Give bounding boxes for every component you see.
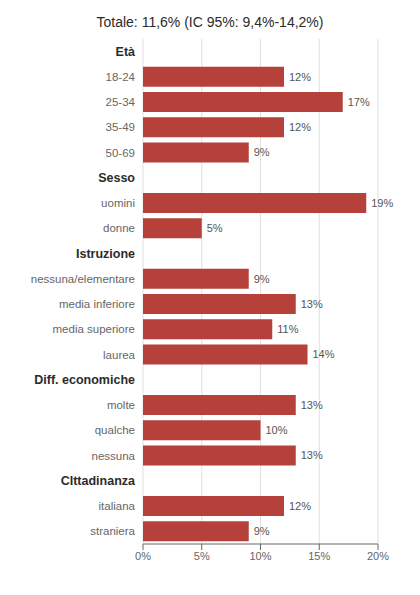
- svg-text:10%: 10%: [266, 424, 288, 436]
- svg-text:35-49: 35-49: [106, 121, 135, 133]
- svg-text:molte: molte: [107, 399, 135, 411]
- svg-text:19%: 19%: [371, 197, 393, 209]
- svg-text:CIttadinanza: CIttadinanza: [61, 474, 136, 488]
- svg-text:15%: 15%: [308, 550, 330, 562]
- svg-text:20%: 20%: [367, 550, 389, 562]
- svg-text:Sesso: Sesso: [98, 171, 135, 185]
- svg-text:Istruzione: Istruzione: [76, 247, 135, 261]
- svg-text:media inferiore: media inferiore: [59, 298, 135, 310]
- svg-text:10%: 10%: [249, 550, 271, 562]
- svg-text:nessuna/elementare: nessuna/elementare: [31, 273, 135, 285]
- svg-text:17%: 17%: [348, 96, 370, 108]
- svg-text:13%: 13%: [301, 298, 323, 310]
- svg-text:laurea: laurea: [103, 349, 136, 361]
- svg-text:9%: 9%: [254, 273, 270, 285]
- svg-text:13%: 13%: [301, 449, 323, 461]
- svg-text:Età: Età: [116, 45, 136, 59]
- svg-text:9%: 9%: [254, 146, 270, 158]
- svg-text:nessuna: nessuna: [92, 450, 136, 462]
- svg-text:italiana: italiana: [99, 500, 136, 512]
- svg-text:9%: 9%: [254, 525, 270, 537]
- svg-text:14%: 14%: [313, 348, 335, 360]
- svg-text:0%: 0%: [135, 550, 151, 562]
- svg-text:13%: 13%: [301, 399, 323, 411]
- svg-text:5%: 5%: [194, 550, 210, 562]
- html-text:Totale: 11,6% (IC 95%: 9,4%-14: Totale: 11,6% (IC 95%: 9,4%-14,2%): [96, 14, 324, 30]
- svg-text:11%: 11%: [277, 323, 298, 335]
- svg-text:Diff. economiche: Diff. economiche: [34, 373, 135, 387]
- svg-text:12%: 12%: [289, 71, 311, 83]
- svg-text:5%: 5%: [207, 222, 223, 234]
- svg-text:donne: donne: [103, 222, 135, 234]
- svg-text:uomini: uomini: [101, 197, 135, 209]
- svg-text:12%: 12%: [289, 121, 311, 133]
- svg-text:qualche: qualche: [95, 424, 135, 436]
- svg-text:25-34: 25-34: [106, 96, 136, 108]
- svg-text:12%: 12%: [289, 500, 311, 512]
- svg-text:media superiore: media superiore: [53, 323, 135, 335]
- svg-text:50-69: 50-69: [106, 147, 135, 159]
- svg-text:straniera: straniera: [90, 525, 135, 537]
- svg-text:18-24: 18-24: [106, 71, 136, 83]
